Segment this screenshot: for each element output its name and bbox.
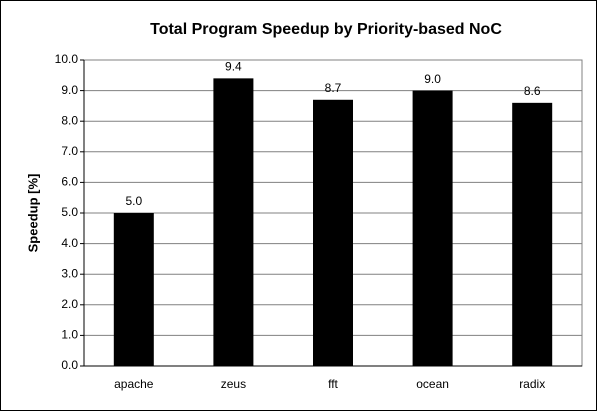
- y-axis-label: Speedup [%]: [25, 174, 40, 253]
- value-label: 8.6: [524, 84, 541, 98]
- chart-title: Total Program Speedup by Priority-based …: [150, 21, 502, 38]
- y-tick-label: 0.0: [61, 358, 78, 372]
- y-tick-label: 7.0: [61, 144, 78, 158]
- y-tick-label: 1.0: [61, 328, 78, 342]
- value-label: 9.4: [225, 60, 242, 74]
- x-tick-label: fft: [328, 377, 338, 391]
- y-tick-label: 5.0: [61, 205, 78, 219]
- y-tick-label: 6.0: [61, 175, 78, 189]
- x-tick-label: apache: [114, 377, 154, 391]
- x-tick-label: zeus: [221, 377, 246, 391]
- x-tick-label: ocean: [416, 377, 449, 391]
- bar: [213, 78, 254, 367]
- value-label: 5.0: [125, 194, 142, 208]
- bar: [412, 90, 453, 366]
- y-tick-label: 2.0: [61, 297, 78, 311]
- bar: [512, 102, 553, 366]
- value-label: 9.0: [424, 72, 441, 86]
- y-tick-label: 9.0: [61, 83, 78, 97]
- bar: [113, 213, 154, 366]
- y-tick-label: 4.0: [61, 236, 78, 250]
- bar: [313, 99, 353, 366]
- y-tick-label: 10.0: [55, 52, 79, 66]
- y-tick-label: 8.0: [61, 113, 78, 127]
- y-tick-label: 3.0: [61, 266, 78, 280]
- value-label: 8.7: [325, 81, 342, 95]
- x-tick-label: radix: [519, 377, 545, 391]
